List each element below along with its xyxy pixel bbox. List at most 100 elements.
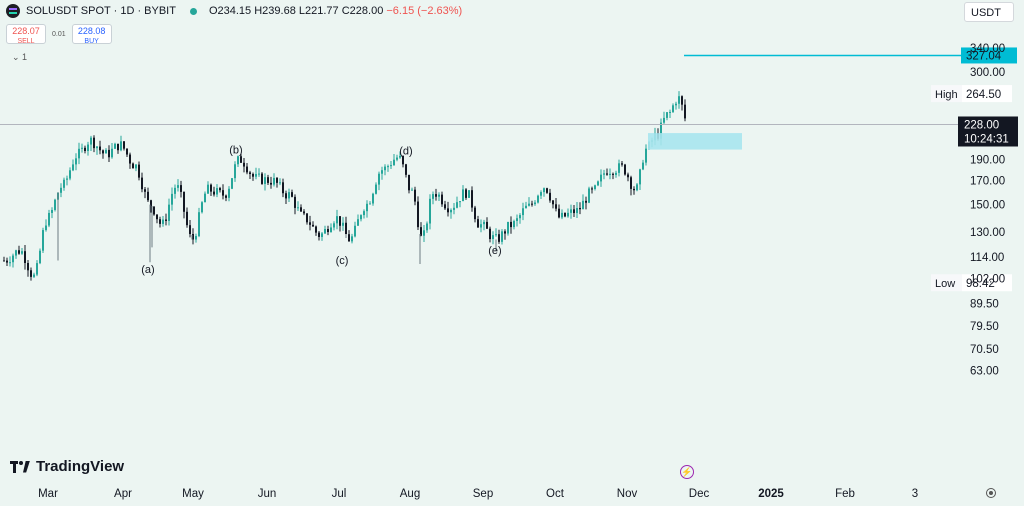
candle-body <box>180 185 182 192</box>
candle-body <box>312 224 314 227</box>
candle-body <box>267 177 269 183</box>
candle-body <box>426 223 428 231</box>
candle-body <box>327 229 329 233</box>
candle-body <box>534 202 536 205</box>
candle-body <box>252 173 254 177</box>
low-marker-box <box>931 274 962 292</box>
price-tick-label: 102.00 <box>970 273 1005 285</box>
candle-body <box>300 207 302 212</box>
high-marker-label: High <box>935 89 958 101</box>
low-marker-value-box <box>962 274 1012 292</box>
time-tick-label: Feb <box>835 488 855 500</box>
candle-body <box>540 192 542 196</box>
high-value: H239.68 <box>254 5 296 17</box>
candle-body <box>219 188 221 191</box>
buy-button[interactable]: 228.08 BUY <box>71 24 112 45</box>
candle-body <box>579 208 581 210</box>
candle-body <box>345 222 347 235</box>
currency-selector[interactable]: USDT <box>964 2 1014 22</box>
candle-body <box>150 200 152 207</box>
candle-body <box>501 231 503 242</box>
candle-body <box>189 225 191 235</box>
candle-body <box>447 208 449 213</box>
candle-body <box>18 250 20 254</box>
price-tick-label: 150.00 <box>970 200 1005 212</box>
lightning-icon[interactable]: ⚡ <box>680 465 694 479</box>
candle-body <box>612 173 614 175</box>
price-tick-label: 63.00 <box>970 366 999 378</box>
candle-body <box>255 174 257 177</box>
sell-button[interactable]: 228.07 SELL <box>6 24 46 45</box>
current-price-tag <box>958 116 1018 147</box>
candle-body <box>429 198 431 224</box>
candle-body <box>96 146 98 149</box>
candle-body <box>363 211 365 216</box>
candle-body <box>474 207 476 220</box>
candle-body <box>393 159 395 166</box>
candle-body <box>135 164 137 169</box>
candle-body <box>270 182 272 185</box>
candle-body <box>9 262 11 264</box>
candle-body <box>207 184 209 194</box>
change-value: −6.15 (−2.63%) <box>386 5 463 17</box>
candle-body <box>72 164 74 171</box>
candle-body <box>162 219 164 224</box>
symbol-title[interactable]: SOLUSDT SPOT · 1D · BYBIT <box>26 5 176 17</box>
candle-body <box>249 172 251 174</box>
candle-body <box>435 194 437 197</box>
candle-body <box>351 236 353 242</box>
candle-body <box>246 166 248 173</box>
candle-body <box>378 173 380 185</box>
candle-body <box>3 260 5 262</box>
price-tick-label: 340.00 <box>970 43 1005 55</box>
candle-body <box>306 213 308 223</box>
candle-body <box>99 146 101 151</box>
candle-body <box>396 157 398 160</box>
candle-body <box>636 184 638 191</box>
candle-body <box>30 270 32 277</box>
price-axis: 340.00 300.00 190.00 170.00 150.00 130.00 114.… <box>970 43 1005 378</box>
candle-body <box>294 196 296 208</box>
open-value: O234.15 <box>208 5 252 17</box>
candle-body <box>117 143 119 151</box>
candle-body <box>591 188 593 190</box>
candle-body <box>315 226 317 233</box>
candle-body <box>33 274 35 277</box>
settings-icon[interactable] <box>986 488 996 498</box>
candle-body <box>291 192 293 197</box>
candle-body <box>468 190 470 198</box>
candle-body <box>420 227 422 236</box>
indicator-legend-toggle[interactable]: ⌄ 1 <box>12 52 28 62</box>
candle-body <box>489 228 491 240</box>
candle-body <box>144 189 146 192</box>
time-tick-label: May <box>182 488 204 500</box>
candle-body <box>582 200 584 210</box>
candle-body <box>537 195 539 203</box>
low-marker-label: Low <box>935 278 955 290</box>
candle-body <box>609 173 611 175</box>
candle-body <box>462 189 464 202</box>
price-tick-label: 70.50 <box>970 344 999 356</box>
demand-zone <box>648 133 742 150</box>
current-price-label: 228.00 <box>964 119 999 131</box>
candle-body <box>624 164 626 175</box>
candle-body <box>204 193 206 203</box>
candle-body <box>192 234 194 240</box>
candle-body <box>195 236 197 240</box>
candle-body <box>297 207 299 209</box>
candle-body <box>6 260 8 263</box>
candle-body <box>147 191 149 201</box>
candle-body <box>666 112 668 118</box>
candle-body <box>564 212 566 217</box>
candle-body <box>231 178 233 189</box>
candle-body <box>525 205 527 209</box>
candle-body <box>642 162 644 170</box>
candle-body <box>570 209 572 213</box>
time-tick-label: Dec <box>689 488 710 500</box>
candle-body <box>264 177 266 184</box>
overlays: (a) (b) (c) (d) (e) 327.04 228.00 10:24:31 High 2… <box>0 47 1018 292</box>
candle-body <box>507 221 509 234</box>
wave-label: (c) <box>336 255 349 267</box>
time-tick-label: 2025 <box>758 488 784 500</box>
